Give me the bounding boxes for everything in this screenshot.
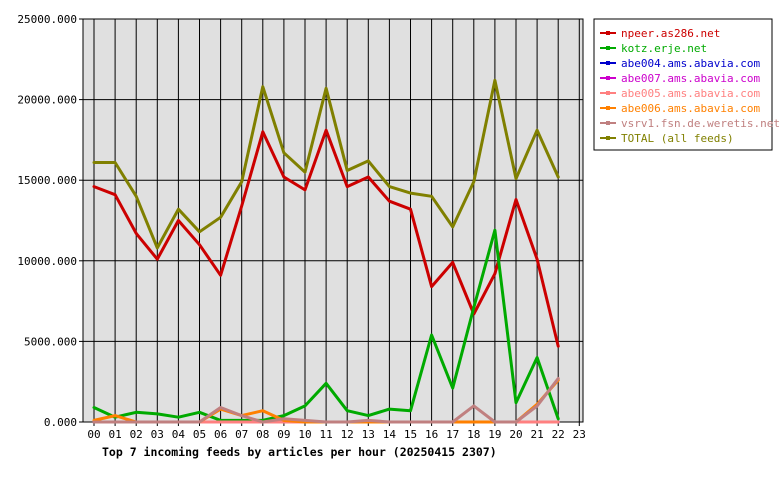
legend-label: kotz.erje.net	[621, 42, 707, 55]
y-tick-label: 10000.000	[17, 255, 77, 268]
legend-label: TOTAL (all feeds)	[621, 132, 734, 145]
y-tick-label: 20000.000	[17, 94, 77, 107]
legend-marker	[606, 61, 610, 65]
y-tick-label: 15000.000	[17, 174, 77, 187]
x-tick-label: 00	[87, 428, 100, 441]
legend-label: abe005.ams.abavia.com	[621, 87, 760, 100]
series-lines	[92, 78, 560, 424]
x-tick-label: 15	[404, 428, 417, 441]
x-axis-ticks: 00 01 02 03 04 05 06 07 08 09 10 11 12 13 14 15 16 17 18 19…	[87, 422, 586, 441]
x-tick-label: 02	[130, 428, 143, 441]
legend-marker	[606, 31, 610, 35]
x-tick-label: 19	[488, 428, 501, 441]
legend: npeer.as286.net kotz.erje.net abe004.ams.a…	[593, 18, 780, 151]
x-tick-label: 11	[319, 428, 332, 441]
legend-marker	[606, 91, 610, 95]
series-line-0	[92, 128, 560, 348]
x-tick-label: 12	[341, 428, 354, 441]
x-tick-label: 06	[214, 428, 227, 441]
plot-area	[82, 18, 584, 423]
x-tick-label: 20	[509, 428, 522, 441]
x-tick-label: 05	[193, 428, 206, 441]
legend-label: abe004.ams.abavia.com	[621, 57, 760, 70]
y-tick-label: 25000.000	[17, 13, 77, 26]
legend-label: npeer.as286.net	[621, 27, 720, 40]
x-tick-label: 16	[425, 428, 438, 441]
x-tick-label: 18	[467, 428, 480, 441]
x-tick-label: 08	[256, 428, 269, 441]
legend-marker	[606, 121, 610, 125]
legend-marker	[606, 136, 610, 140]
x-tick-label: 07	[235, 428, 248, 441]
x-tick-label: 09	[277, 428, 290, 441]
series-line-6	[92, 377, 560, 424]
series-line-1	[92, 228, 560, 422]
series-line-7	[92, 78, 560, 250]
legend-label: vsrv1.fsn.de.weretis.net	[621, 117, 780, 130]
x-tick-label: 01	[108, 428, 121, 441]
x-tick-label: 22	[552, 428, 565, 441]
x-tick-label: 13	[362, 428, 375, 441]
x-tick-label: 21	[530, 428, 543, 441]
y-axis-ticks: 0.000 5000.000 10000.000 15000.000 20000.000…	[17, 13, 83, 429]
legend-marker	[606, 106, 610, 110]
y-tick-label: 5000.000	[24, 335, 77, 348]
legend-label: abe007.ams.abavia.com	[621, 72, 760, 85]
x-tick-label: 14	[383, 428, 397, 441]
legend-marker	[606, 46, 610, 50]
chart-title: Top 7 incoming feeds by articles per hou…	[102, 445, 497, 459]
x-tick-label: 10	[298, 428, 311, 441]
x-tick-label: 17	[446, 428, 459, 441]
x-tick-label: 23	[573, 428, 586, 441]
legend-marker	[606, 76, 610, 80]
legend-box	[593, 18, 773, 151]
x-tick-label: 04	[172, 428, 186, 441]
legend-label: abe006.ams.abavia.com	[621, 102, 760, 115]
x-tick-label: 03	[151, 428, 164, 441]
y-tick-label: 0.000	[44, 416, 77, 429]
